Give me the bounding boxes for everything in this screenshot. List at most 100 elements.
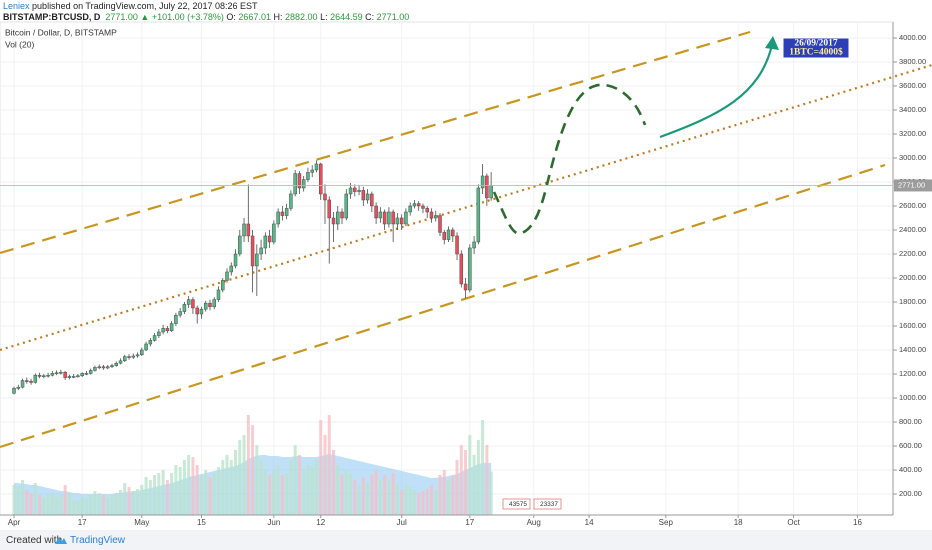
volume-bar bbox=[340, 475, 344, 515]
author[interactable]: Leniex bbox=[3, 1, 30, 11]
candle-body bbox=[446, 229, 451, 240]
candle-body bbox=[140, 349, 144, 356]
candle-body bbox=[114, 362, 118, 366]
volume-bar bbox=[80, 497, 84, 515]
volume-bar bbox=[16, 487, 20, 515]
candle-body bbox=[233, 253, 238, 267]
candle-body bbox=[20, 380, 25, 388]
volume-bar bbox=[251, 425, 255, 515]
candle-body bbox=[293, 173, 297, 195]
projection-curve bbox=[492, 83, 647, 235]
volume-bar bbox=[302, 470, 306, 515]
volume-bar bbox=[212, 473, 216, 515]
volume-bar bbox=[276, 465, 280, 515]
x-tick-label: 14 bbox=[585, 518, 594, 527]
x-tick-label: Aug bbox=[527, 518, 541, 527]
candle-body bbox=[191, 299, 195, 309]
volume-label: 23337 bbox=[540, 501, 558, 508]
brand[interactable]: TradingView bbox=[70, 535, 126, 546]
candle-body bbox=[182, 304, 187, 312]
candle-body bbox=[412, 203, 417, 207]
candle-body bbox=[451, 229, 455, 237]
plot-area bbox=[0, 21, 894, 516]
axes: 200.00 400.00 600.00 800.00 1000.00 1200.00 14… bbox=[0, 22, 932, 527]
volume-bar bbox=[285, 473, 289, 515]
volume-bar bbox=[242, 435, 246, 515]
volume-bar bbox=[42, 497, 46, 515]
volume-bar bbox=[442, 470, 446, 515]
quote-line: BITSTAMP:BTCUSD, D 2771.00 ▲ +101.00 (+3… bbox=[3, 12, 409, 23]
volume-bar bbox=[489, 471, 493, 515]
volume-bar bbox=[144, 477, 148, 515]
candle-body bbox=[459, 253, 464, 285]
volume-bar bbox=[349, 473, 353, 515]
volume-bar bbox=[400, 490, 404, 515]
volume-bar bbox=[255, 445, 259, 515]
volume-bar bbox=[429, 485, 433, 515]
volume-bar bbox=[319, 420, 323, 515]
volume-bar bbox=[297, 455, 301, 515]
candle-body bbox=[382, 211, 387, 225]
candle-body bbox=[365, 193, 370, 201]
candle-body bbox=[408, 205, 412, 213]
candle-body bbox=[199, 308, 204, 315]
candle-body bbox=[12, 388, 16, 394]
candle-body bbox=[242, 223, 246, 237]
candle-body bbox=[310, 169, 314, 173]
volume-bar bbox=[229, 460, 233, 515]
y-tick-label: 1600.00 bbox=[899, 321, 926, 330]
volume-bar bbox=[391, 473, 395, 515]
volume-bar bbox=[55, 497, 59, 515]
volume-bar bbox=[76, 501, 80, 515]
volume-bar bbox=[464, 450, 468, 515]
candle-body bbox=[306, 172, 310, 180]
volume-bar bbox=[374, 470, 378, 515]
y-tick-label: 1200.00 bbox=[899, 369, 926, 378]
candle-body bbox=[203, 302, 208, 310]
candle-body bbox=[489, 185, 493, 199]
ohlc-label: C: bbox=[365, 12, 375, 22]
volume-bar bbox=[412, 490, 416, 515]
candle-body bbox=[16, 386, 21, 389]
candle-body bbox=[50, 373, 55, 376]
candle-body bbox=[135, 354, 140, 357]
channel-lower bbox=[0, 163, 886, 449]
volume-bar bbox=[208, 477, 212, 515]
candle-body bbox=[463, 283, 468, 291]
volume-bar bbox=[485, 445, 489, 515]
candle-body bbox=[93, 367, 97, 371]
annotation-target: 1BTC=4000$ bbox=[789, 47, 843, 58]
y-tick-label: 3200.00 bbox=[899, 129, 926, 138]
volume-bar bbox=[46, 495, 50, 515]
volume-bar bbox=[344, 470, 348, 515]
volume-bar bbox=[306, 465, 310, 515]
volume-bar bbox=[225, 455, 229, 515]
indicator-name: Vol (20) bbox=[5, 39, 34, 49]
candle-body bbox=[280, 211, 285, 216]
candle-body bbox=[297, 173, 302, 189]
volume-bar bbox=[153, 475, 157, 515]
candle-body bbox=[144, 343, 148, 351]
channel-upper bbox=[0, 30, 751, 255]
y-tick-label: 3400.00 bbox=[899, 105, 926, 114]
candle-body bbox=[84, 373, 89, 375]
candle-body bbox=[387, 211, 391, 225]
volume-bar bbox=[33, 483, 37, 515]
candle-body bbox=[46, 374, 50, 377]
arrow-head bbox=[765, 36, 779, 50]
candle-body bbox=[348, 187, 353, 195]
x-tick-label: 17 bbox=[78, 518, 87, 527]
volume-label: 43575 bbox=[509, 501, 527, 508]
y-tick-label: 200.00 bbox=[899, 489, 922, 498]
volume-bar bbox=[472, 455, 476, 515]
candle-body bbox=[425, 208, 429, 213]
publish-line: Leniex published on TradingView.com, Jul… bbox=[3, 1, 409, 12]
candle-body bbox=[455, 235, 459, 255]
candle-body bbox=[161, 328, 165, 333]
volume-bar bbox=[93, 491, 97, 515]
candle-body bbox=[165, 328, 170, 332]
candle-body bbox=[434, 215, 438, 219]
volume-bar bbox=[170, 473, 174, 515]
candle-body bbox=[246, 223, 251, 237]
change: ▲ +101.00 (+3.78%) bbox=[140, 12, 224, 22]
